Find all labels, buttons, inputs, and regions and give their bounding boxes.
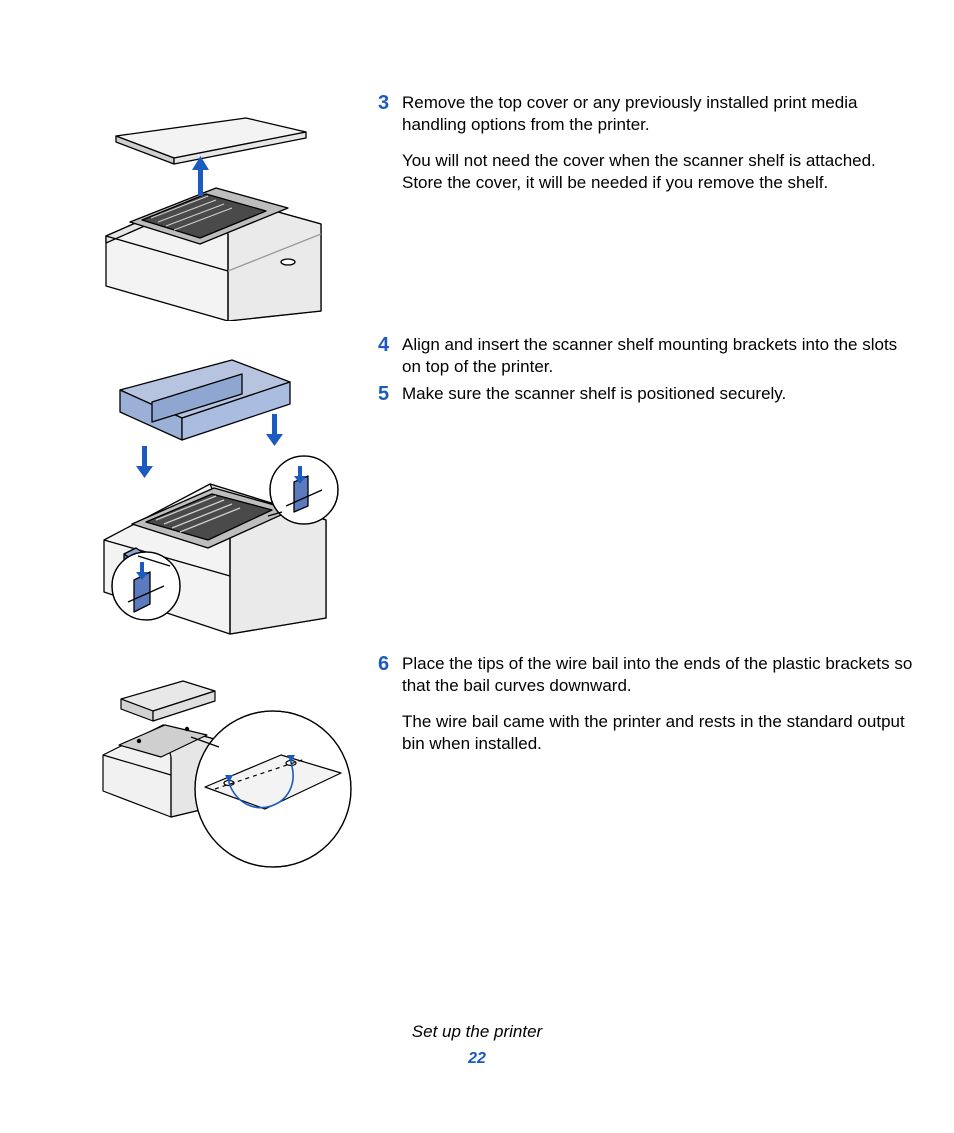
step-4-para-1: Align and insert the scanner shelf mount… bbox=[402, 334, 918, 378]
step-3: 3 Remove the top cover or any previously… bbox=[378, 92, 918, 214]
step-number-3: 3 bbox=[378, 92, 402, 114]
step-6-text: Place the tips of the wire bail into the… bbox=[402, 653, 918, 769]
manual-page: 3 Remove the top cover or any previously… bbox=[0, 0, 954, 1133]
footer-section-title: Set up the printer bbox=[0, 1022, 954, 1042]
step-6-para-2: The wire bail came with the printer and … bbox=[402, 711, 918, 755]
illustration-step-3 bbox=[96, 116, 328, 321]
step-number-5: 5 bbox=[378, 383, 402, 405]
step-6-para-1: Place the tips of the wire bail into the… bbox=[402, 653, 918, 697]
step-3-para-1: Remove the top cover or any previously i… bbox=[402, 92, 918, 136]
illustration-step-4-5 bbox=[92, 354, 340, 638]
step-5-para-1: Make sure the scanner shelf is positione… bbox=[402, 383, 786, 405]
step-number-6: 6 bbox=[378, 653, 402, 675]
footer-page-number: 22 bbox=[0, 1050, 954, 1068]
illustration-step-6 bbox=[95, 677, 355, 877]
step-5-text: Make sure the scanner shelf is positione… bbox=[402, 383, 786, 419]
step-number-4: 4 bbox=[378, 334, 402, 356]
step-3-para-2: You will not need the cover when the sca… bbox=[402, 150, 918, 194]
step-6: 6 Place the tips of the wire bail into t… bbox=[378, 653, 918, 775]
step-5: 5 Make sure the scanner shelf is positio… bbox=[378, 383, 918, 425]
step-3-text: Remove the top cover or any previously i… bbox=[402, 92, 918, 208]
